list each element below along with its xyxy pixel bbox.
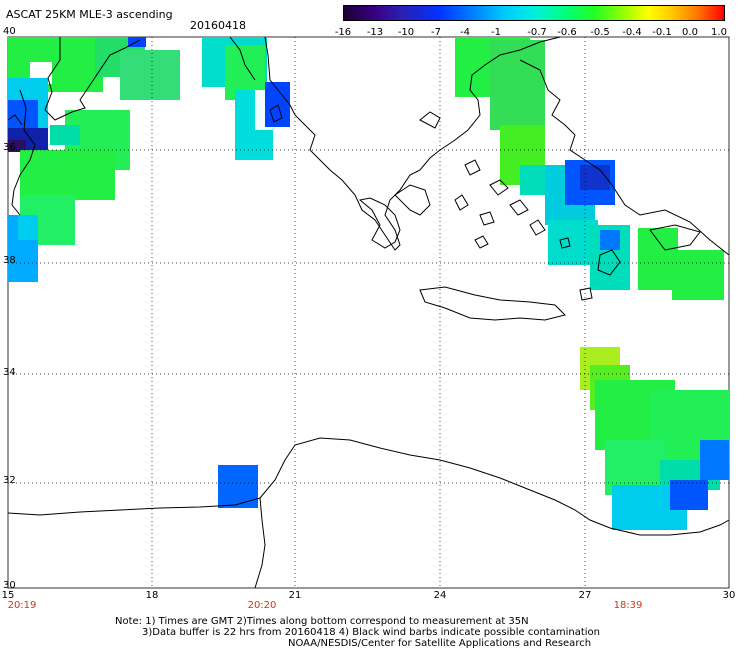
- colorbar-tick: 0.0: [682, 27, 698, 38]
- lat-label: 34: [3, 367, 16, 378]
- lat-label: 30: [3, 580, 16, 591]
- lon-label: 27: [578, 590, 592, 601]
- lon-label: 30: [722, 590, 736, 601]
- colorbar-tick: -13: [366, 27, 384, 38]
- footnote-line: Note: 1) Times are GMT 2)Times along bot…: [115, 616, 529, 627]
- wind-data-layer: [8, 37, 730, 530]
- colorbar-tick: -7: [431, 27, 441, 38]
- map-frame: [7, 36, 730, 589]
- colorbar-tick: -1: [491, 27, 501, 38]
- colorbar-tick: -0.4: [622, 27, 642, 38]
- footnote-line: 3)Data buffer is 22 hrs from 20160418 4)…: [142, 627, 600, 638]
- grid-lines: [8, 37, 729, 588]
- footnote-line: NOAA/NESDIS/Center for Satellite Applica…: [288, 638, 592, 649]
- pass-time: 20:20: [247, 600, 277, 611]
- colorbar-tick: -0.7: [527, 27, 547, 38]
- lat-label: 36: [3, 142, 16, 153]
- coastlines: [7, 36, 730, 589]
- lat-label: 32: [3, 475, 16, 486]
- colorbar: [343, 5, 725, 21]
- colorbar-tick: -4: [460, 27, 470, 38]
- colorbar-tick: -16: [334, 27, 352, 38]
- map-date: 20160418: [190, 19, 246, 32]
- colorbar-tick: -0.1: [652, 27, 672, 38]
- colorbar-tick: -0.6: [557, 27, 577, 38]
- colorbar-tick: -10: [397, 27, 415, 38]
- pass-time: 20:19: [7, 600, 37, 611]
- colorbar-tick: 1.0: [711, 27, 727, 38]
- lon-label: 24: [433, 590, 447, 601]
- lon-label: 18: [145, 590, 159, 601]
- map-title: ASCAT 25KM MLE-3 ascending: [6, 8, 173, 21]
- pass-time: 18:39: [613, 600, 643, 611]
- lat-label: 38: [3, 255, 16, 266]
- colorbar-tick: -0.5: [590, 27, 610, 38]
- lat-label: 40: [3, 26, 16, 37]
- lon-label: 21: [288, 590, 302, 601]
- lon-label: 15: [1, 590, 15, 601]
